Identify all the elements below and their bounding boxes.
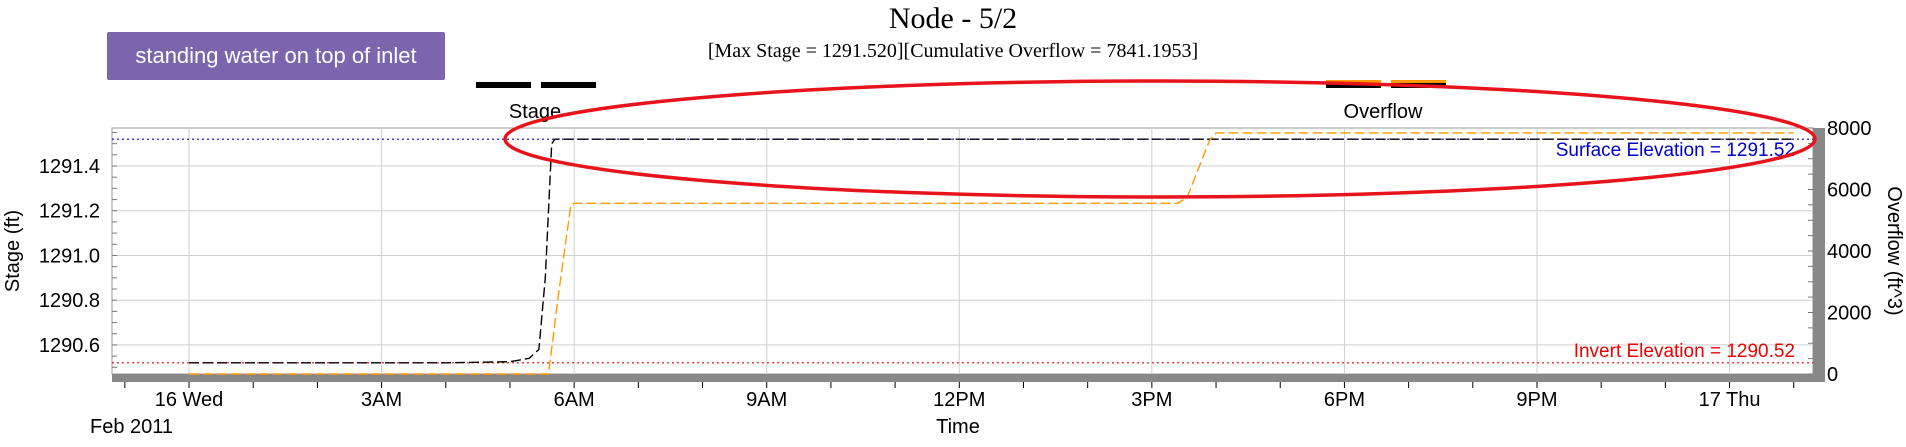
y-tick-label: 1290.6 [39,335,100,357]
x-tick-label: 6PM [1324,389,1365,411]
x-tick-label: 17 Thu [1699,389,1761,411]
y2-tick-label: 4000 [1827,241,1872,263]
y-axis-label: Stage (ft) [2,210,24,292]
x-tick-label: 3PM [1131,389,1172,411]
x-tick-label: 9AM [746,389,787,411]
y-tick-label: 1291.4 [39,156,100,178]
highlight-ellipse [503,79,1817,199]
y2-tick-label: 2000 [1827,303,1872,325]
y2-tick-label: 6000 [1827,180,1872,202]
stage-series-line [189,138,1794,364]
annotation-box: standing water on top of inlet [107,32,445,80]
y2-tick-label: 8000 [1827,118,1872,140]
legend-stage-swatch [476,82,531,88]
legend-stage-swatch-2 [541,82,596,88]
y2-axis-bar [1813,128,1825,374]
chart-title: Node - 5/2 [888,2,1018,35]
y-tick-label: 1291.0 [39,245,100,267]
x-tick-label: 6AM [554,389,595,411]
x-tick-label: 16 Wed [155,389,224,411]
legend-overflow-swatch-accent-2 [1391,80,1446,83]
y2-tick-label: 0 [1827,364,1838,386]
legend-overflow-label: Overflow [1344,101,1423,123]
y2-axis-label: Overflow (ft^3) [1883,186,1905,315]
x-sublabel: Feb 2011 [90,416,173,438]
legend-overflow-swatch-accent [1326,80,1381,83]
invert-elevation-label: Invert Elevation = 1290.52 [1574,341,1795,362]
y-tick-label: 1291.2 [39,201,100,223]
plot-area [111,127,1814,375]
x-axis-label: Time [936,416,980,438]
overflow-series-line [189,132,1794,375]
x-tick-label: 3AM [361,389,402,411]
x-tick-label: 9PM [1516,389,1557,411]
surface-elevation-label: Surface Elevation = 1291.52 [1556,140,1795,161]
x-axis-bar [112,374,1825,382]
y-tick-label: 1290.8 [39,290,100,312]
x-tick-label: 12PM [933,389,985,411]
chart-subtitle: [Max Stage = 1291.520][Cumulative Overfl… [707,40,1199,62]
